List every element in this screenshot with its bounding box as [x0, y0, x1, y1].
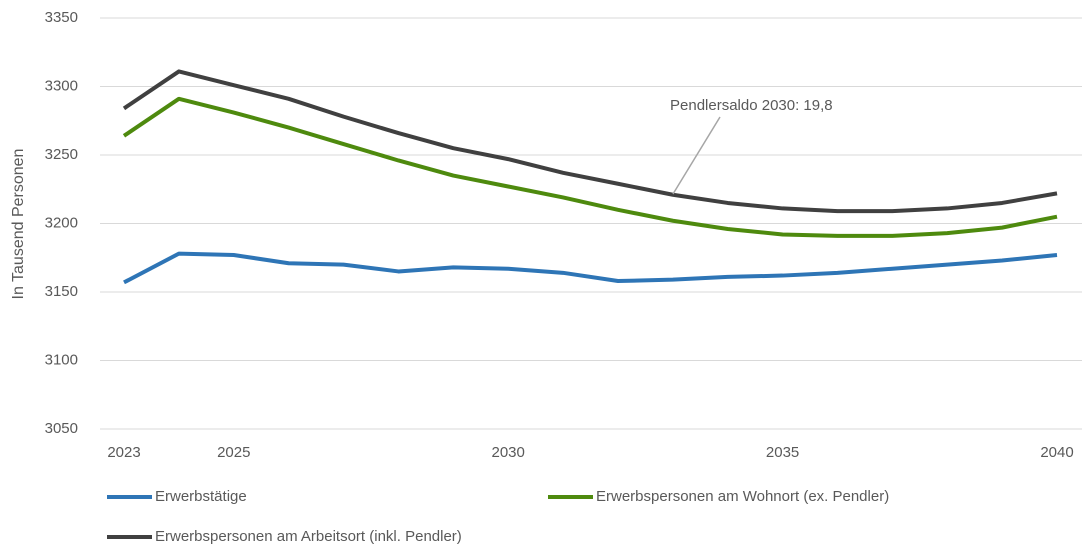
y-tick-label: 3150 [45, 283, 78, 300]
annotation-leader [672, 116, 721, 195]
lines [122, 69, 1058, 285]
y-tick-label: 3300 [45, 77, 78, 94]
y-tick-label: 3200 [45, 214, 78, 231]
x-tick-label: 2035 [766, 444, 799, 461]
y-tick-label: 3050 [45, 420, 78, 437]
y-axis-label: In Tausend Personen [10, 149, 27, 300]
legend: Erwerbstätige Erwerbspersonen am Wohnort … [107, 488, 889, 545]
y-tick-label: 3250 [45, 146, 78, 163]
series-line [123, 251, 1058, 285]
x-tick-label: 2030 [491, 444, 524, 461]
annotation: Pendlersaldo 2030: 19,8 [670, 97, 833, 114]
x-tick-label: 2040 [1040, 444, 1073, 461]
grid: 3050 3100 3150 3200 3250 3300 3350 2023 2025 2030… [45, 9, 1082, 461]
x-tick-label: 2023 [107, 444, 140, 461]
legend-label: Erwerbspersonen am Wohnort (ex. Pendler) [596, 488, 889, 505]
legend-label: Erwerbstätige [155, 488, 247, 505]
series-line [122, 96, 1058, 238]
series-line [122, 69, 1058, 214]
y-tick-label: 3100 [45, 351, 78, 368]
legend-label: Erwerbspersonen am Arbeitsort (inkl. Pen… [155, 528, 462, 545]
y-tick-label: 3350 [45, 9, 78, 26]
x-tick-label: 2025 [217, 444, 250, 461]
